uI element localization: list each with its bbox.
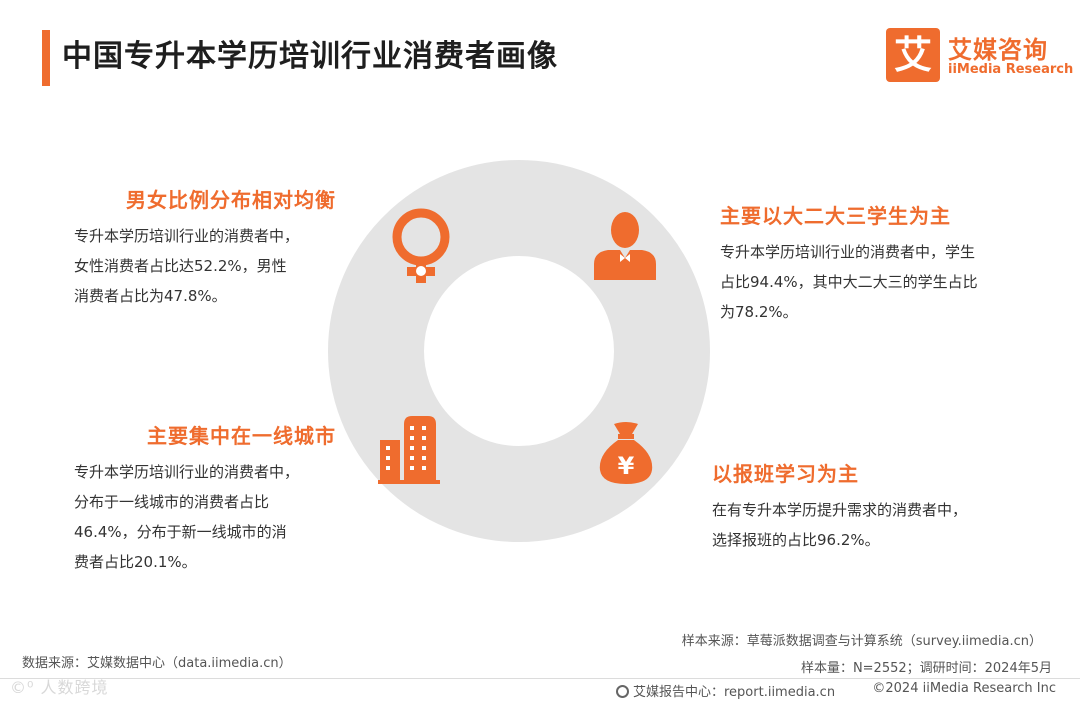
city-block: 主要集中在一线城市 专升本学历培训行业的消费者中， 分布于一线城市的消费者占比 …: [74, 420, 336, 577]
student-line-1: 专升本学历培训行业的消费者中，学生: [720, 243, 976, 261]
report-center: 艾媒报告中心：report.iimedia.cn: [616, 681, 835, 700]
center-ring: [328, 160, 710, 542]
currency-symbol: ¥: [618, 452, 635, 480]
student-block: 主要以大二大三学生为主 专升本学历培训行业的消费者中，学生 占比94.4%，其中…: [720, 200, 978, 327]
city-line-4: 费者占比20.1%。: [74, 553, 197, 571]
gender-line-1: 专升本学历培训行业的消费者中，: [74, 227, 300, 245]
person-icon: [594, 212, 656, 280]
data-source: 数据来源：艾媒数据中心（data.iimedia.cn）: [22, 656, 292, 671]
city-line-3: 46.4%，分布于新一线城市的消: [74, 523, 287, 541]
gender-block: 男女比例分布相对均衡 专升本学历培训行业的消费者中， 女性消费者占比达52.2%…: [74, 184, 336, 311]
class-title: 以报班学习为主: [712, 462, 859, 486]
student-line-3: 为78.2%。: [720, 303, 798, 321]
logo-name-en: iiMedia Research: [948, 62, 1074, 77]
logo-name-cn: 艾媒咨询: [948, 36, 1048, 64]
city-title: 主要集中在一线城市: [147, 424, 336, 448]
city-line-2: 分布于一线城市的消费者占比: [74, 493, 270, 511]
footer-divider: [0, 678, 1080, 679]
copyright: ©2024 iiMedia Research Inc: [872, 681, 1056, 696]
city-line-1: 专升本学历培训行业的消费者中，: [74, 463, 300, 481]
gender-line-2: 女性消费者占比达52.2%，男性: [74, 257, 287, 275]
female-symbol-icon: [392, 208, 450, 283]
class-block: 以报班学习为主 在有专升本学历提升需求的消费者中， 选择报班的占比96.2%。: [712, 458, 967, 555]
logo-mark: 艾: [886, 28, 940, 82]
page-title: 中国专升本学历培训行业消费者画像: [62, 39, 558, 74]
buildings-icon: [378, 416, 440, 484]
student-line-2: 占比94.4%，其中大二大三的学生占比: [720, 273, 978, 291]
gender-line-3: 消费者占比为47.8%。: [74, 287, 227, 305]
brand-logo: 艾 艾媒咨询 iiMedia Research: [886, 28, 1073, 84]
sample-source: 样本来源：草莓派数据调查与计算系统（survey.iimedia.cn）: [681, 634, 1042, 649]
class-line-2: 选择报班的占比96.2%。: [712, 531, 880, 549]
student-title: 主要以大二大三学生为主: [720, 204, 951, 228]
sample-info: 样本量：N=2552；调研时间：2024年5月: [800, 661, 1052, 676]
class-line-1: 在有专升本学历提升需求的消费者中，: [712, 501, 968, 519]
report-center-text: 艾媒报告中心：report.iimedia.cn: [633, 685, 836, 700]
money-bag-icon: ¥: [599, 422, 653, 484]
globe-icon: [616, 685, 629, 698]
watermark: ©⁰ 人数跨境: [10, 678, 109, 697]
title-accent-bar: [42, 30, 50, 86]
gender-title: 男女比例分布相对均衡: [126, 188, 336, 212]
